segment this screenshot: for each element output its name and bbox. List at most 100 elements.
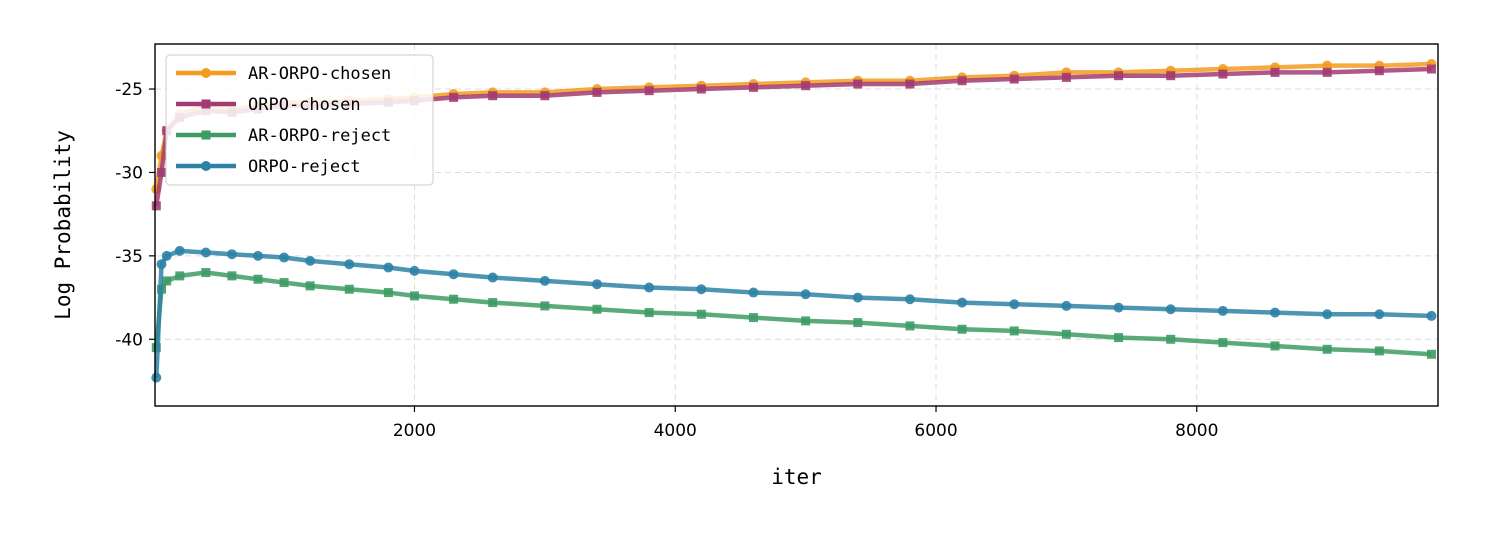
data-point — [1426, 310, 1437, 321]
data-point — [449, 92, 459, 102]
x-axis-ticks: 2000 4000 6000 8000 — [393, 406, 1218, 441]
data-point — [592, 304, 602, 314]
data-point — [279, 252, 290, 263]
data-point — [156, 259, 167, 270]
data-point — [1009, 299, 1020, 310]
data-point — [748, 82, 758, 92]
data-point — [1061, 300, 1072, 311]
data-point — [253, 250, 264, 261]
data-point — [227, 271, 237, 281]
data-point — [383, 262, 394, 273]
legend-marker — [201, 161, 211, 171]
data-point — [1322, 309, 1333, 320]
data-point — [487, 272, 498, 283]
data-point — [1113, 302, 1124, 313]
y-tick-label: -40 — [115, 330, 143, 350]
data-point — [151, 372, 162, 383]
y-axis-label: Log Probability — [51, 130, 75, 320]
data-point — [409, 291, 419, 301]
data-point — [1374, 66, 1384, 76]
data-point — [748, 313, 758, 323]
data-point — [1114, 71, 1124, 81]
x-tick-label: 2000 — [393, 421, 436, 441]
data-point — [1218, 338, 1228, 348]
data-point — [449, 294, 459, 304]
data-point — [253, 274, 263, 284]
data-point — [161, 250, 172, 261]
legend-label: AR-ORPO-chosen — [248, 64, 391, 84]
data-point — [1270, 67, 1280, 77]
data-point — [1009, 326, 1019, 336]
data-point — [1217, 305, 1228, 316]
data-point — [175, 271, 185, 281]
data-point — [488, 91, 498, 101]
data-point — [957, 297, 968, 308]
legend-marker — [201, 99, 211, 109]
data-point — [1218, 69, 1228, 79]
data-point — [904, 294, 915, 305]
legend: AR-ORPO-chosen ORPO-chosen AR-ORPO-reject O… — [165, 54, 434, 186]
data-point — [853, 318, 863, 328]
y-tick-label: -25 — [115, 80, 143, 100]
data-point — [305, 281, 315, 291]
data-point — [852, 292, 863, 303]
legend-box — [165, 54, 434, 186]
x-axis-label: iter — [771, 465, 822, 489]
legend-marker — [201, 130, 211, 140]
data-point — [1426, 349, 1436, 359]
data-point — [279, 278, 289, 288]
data-point — [540, 301, 550, 311]
data-point — [748, 287, 759, 298]
data-point — [200, 247, 211, 258]
data-point — [151, 201, 161, 211]
data-point — [1009, 74, 1019, 84]
data-point — [905, 321, 915, 331]
series-3 — [151, 245, 1437, 383]
data-point — [174, 245, 185, 256]
data-point — [1270, 307, 1281, 318]
plot-frame — [154, 43, 1439, 407]
series-2 — [151, 268, 1436, 359]
data-point — [488, 298, 498, 308]
data-point — [957, 324, 967, 334]
data-point — [540, 91, 550, 101]
legend-label: AR-ORPO-reject — [248, 126, 391, 146]
data-point — [1165, 304, 1176, 315]
x-tick-label: 4000 — [654, 421, 697, 441]
data-point — [1322, 67, 1332, 77]
data-point — [448, 269, 459, 280]
legend-item: ORPO-reject — [176, 157, 361, 177]
data-point — [957, 76, 967, 86]
legend-item: AR-ORPO-reject — [176, 126, 391, 146]
data-point — [644, 308, 654, 318]
data-point — [1270, 341, 1280, 351]
data-point — [592, 279, 603, 290]
data-point — [696, 84, 706, 94]
y-tick-label: -30 — [115, 163, 143, 183]
data-point — [1374, 346, 1384, 356]
legend-item: ORPO-chosen — [176, 95, 361, 115]
data-point — [1061, 72, 1071, 82]
data-point — [1114, 333, 1124, 343]
data-point — [1374, 309, 1385, 320]
x-tick-label: 8000 — [1175, 421, 1218, 441]
data-point — [1166, 71, 1176, 81]
data-point — [1322, 344, 1332, 354]
data-point — [853, 79, 863, 89]
data-point — [344, 284, 354, 294]
data-point — [801, 316, 811, 326]
data-point — [157, 167, 167, 177]
data-point — [800, 289, 811, 300]
data-point — [305, 255, 316, 266]
data-point — [696, 284, 707, 295]
data-point — [801, 81, 811, 91]
data-point — [644, 86, 654, 96]
data-point — [644, 282, 655, 293]
data-point — [1166, 334, 1176, 344]
y-axis-ticks: -25 -30 -35 -40 — [115, 80, 155, 350]
data-point — [226, 249, 237, 260]
data-point — [162, 276, 172, 286]
data-point — [696, 309, 706, 319]
legend-item: AR-ORPO-chosen — [176, 64, 391, 84]
